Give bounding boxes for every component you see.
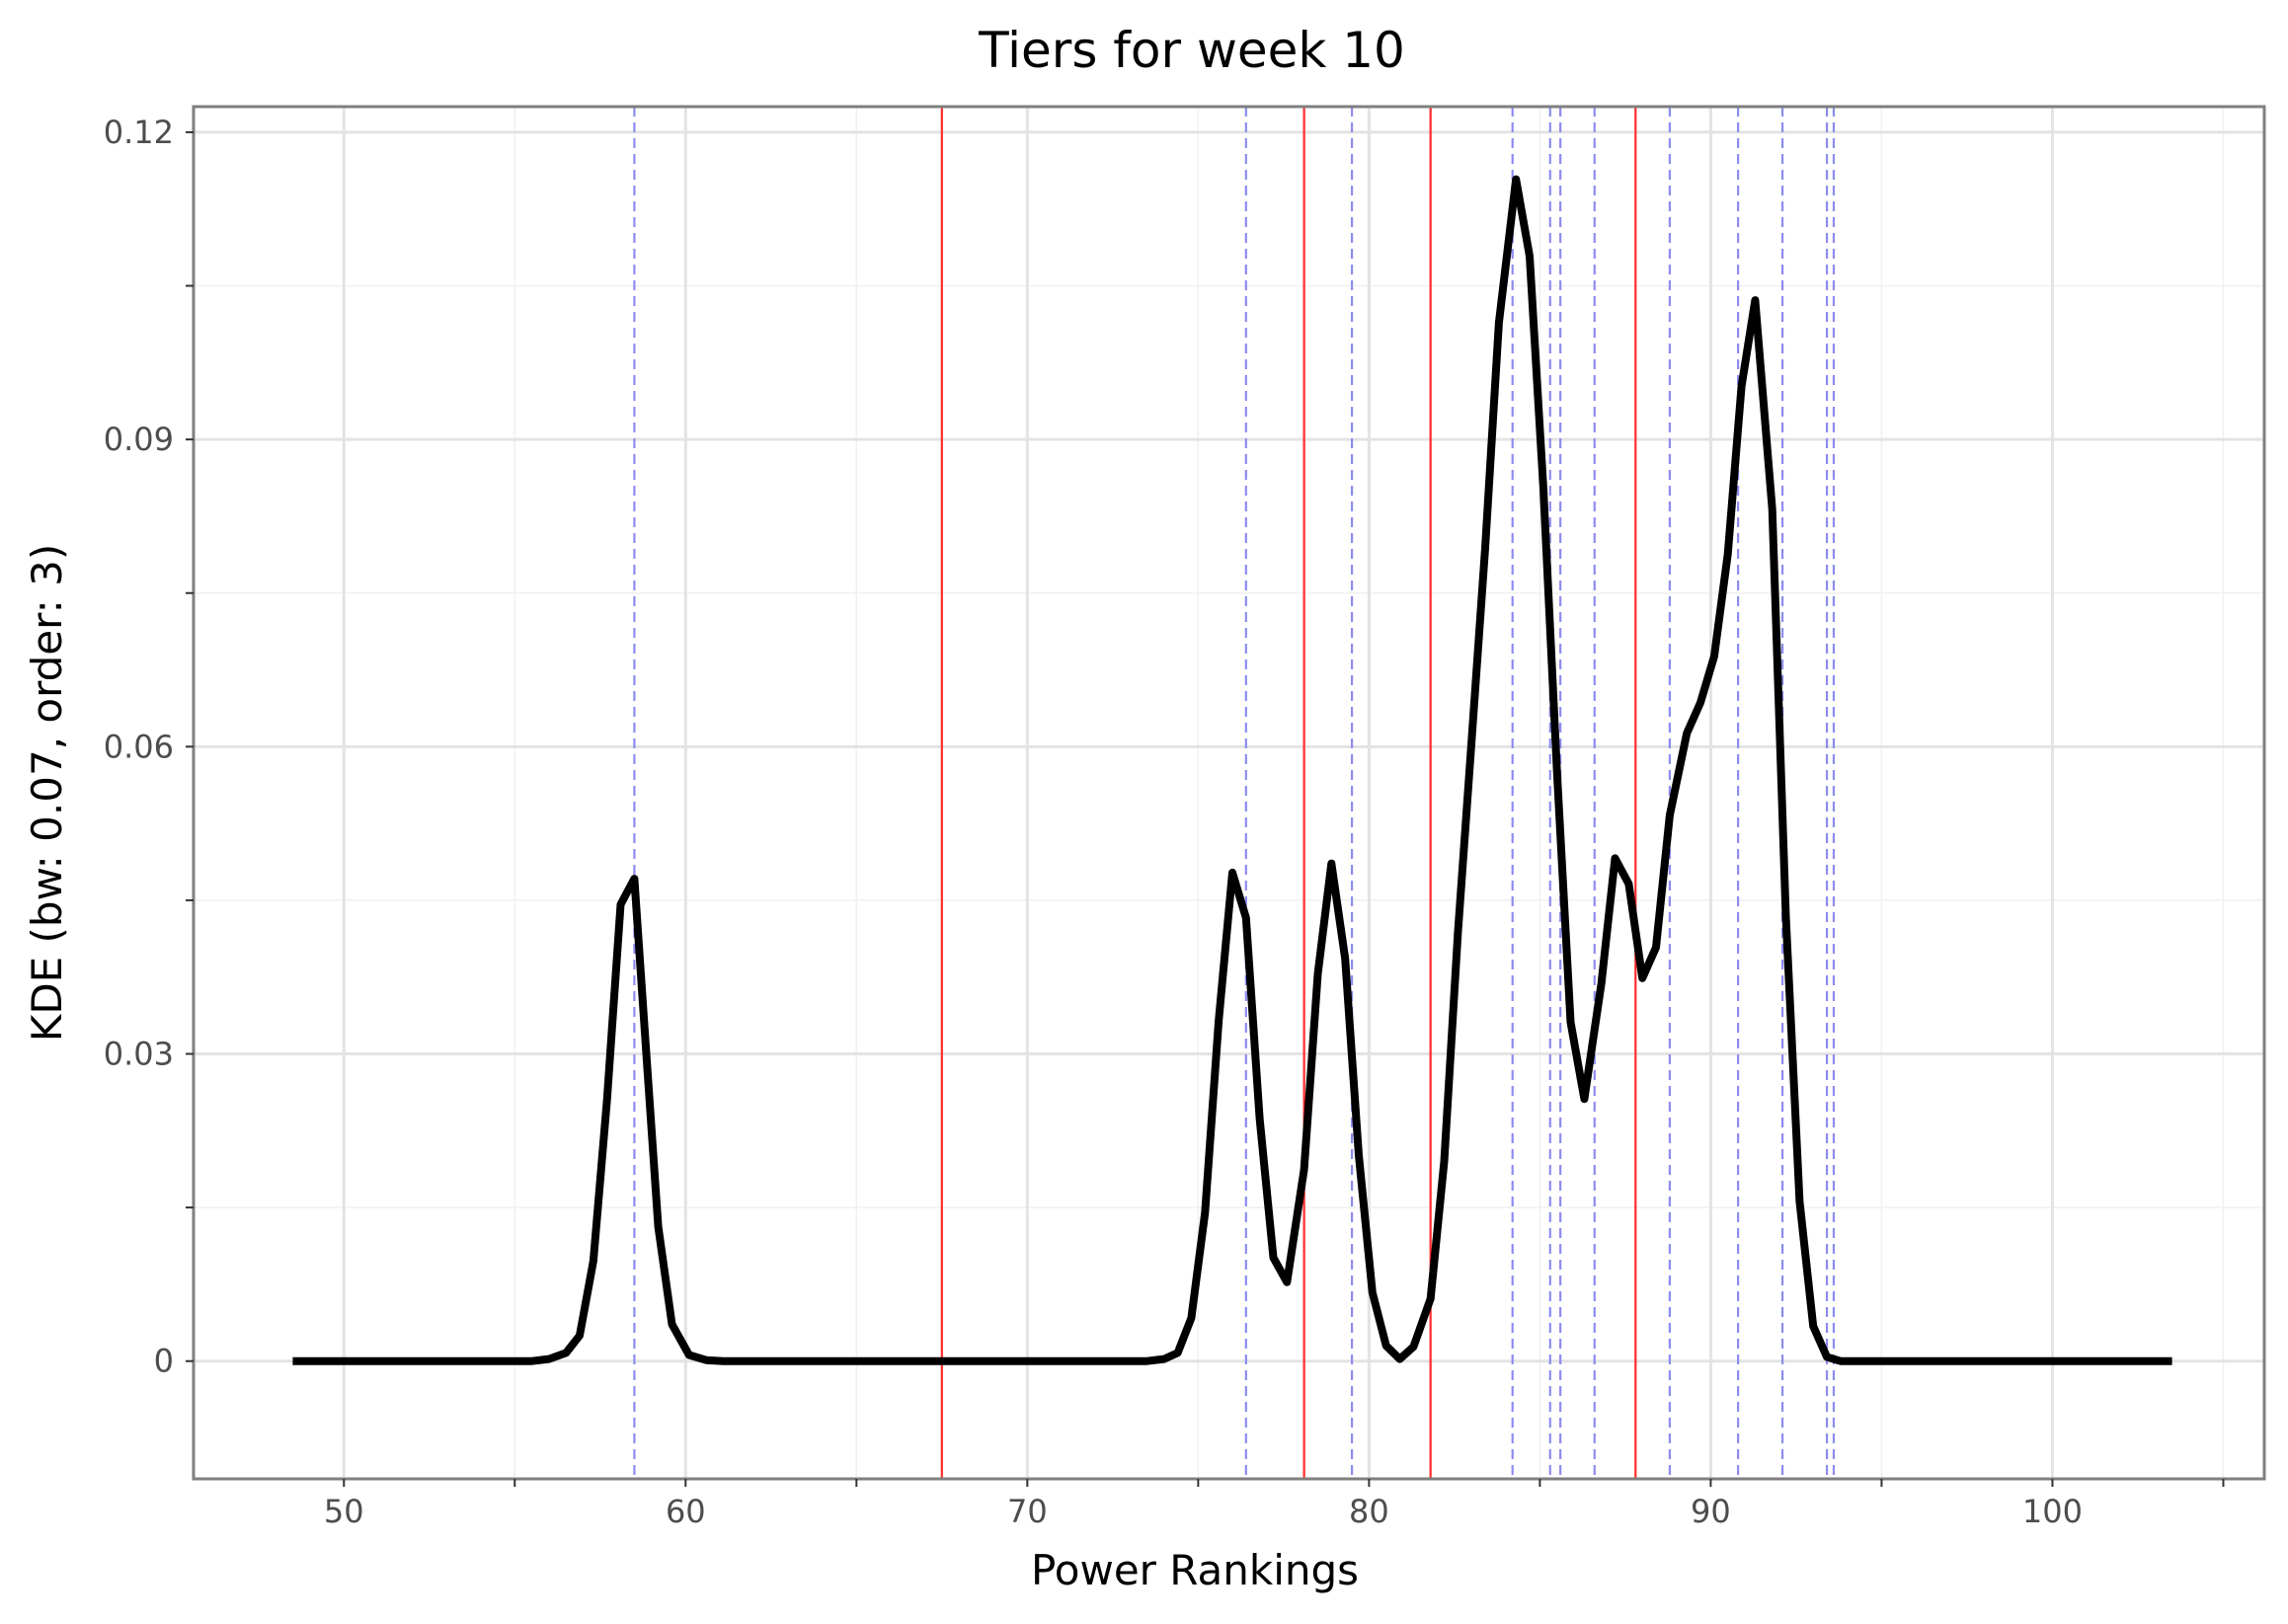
y-axis-ticks: 0 0.03 0.06 0.09 0.12 xyxy=(104,114,194,1380)
tier-break-lines xyxy=(940,107,1637,1479)
y-axis-title: KDE (bw: 0.07, order: 3) xyxy=(23,544,71,1042)
x-axis-ticks: 50 60 70 80 90 100 xyxy=(324,1479,2225,1530)
y-tick-label: 0.09 xyxy=(104,421,174,458)
team-marker-lines xyxy=(633,107,1836,1479)
x-tick-label: 90 xyxy=(1691,1493,1731,1530)
y-tick-label: 0 xyxy=(154,1343,174,1380)
kde-series xyxy=(292,175,2172,1365)
y-tick-label: 0.06 xyxy=(104,728,174,765)
x-tick-label: 100 xyxy=(2022,1493,2083,1530)
y-tick-label: 0.12 xyxy=(104,114,174,151)
grid-lines xyxy=(194,107,2264,1479)
plot-panel-border xyxy=(192,105,2266,1481)
x-tick-label: 50 xyxy=(324,1493,364,1530)
x-tick-label: 70 xyxy=(1007,1493,1048,1530)
chart-title: Tiers for week 10 xyxy=(978,22,1405,79)
y-tick-label: 0.03 xyxy=(104,1036,174,1073)
kde-line xyxy=(292,175,2172,1365)
x-tick-label: 60 xyxy=(666,1493,706,1530)
x-axis-title: Power Rankings xyxy=(1031,1546,1359,1594)
x-tick-label: 80 xyxy=(1349,1493,1389,1530)
